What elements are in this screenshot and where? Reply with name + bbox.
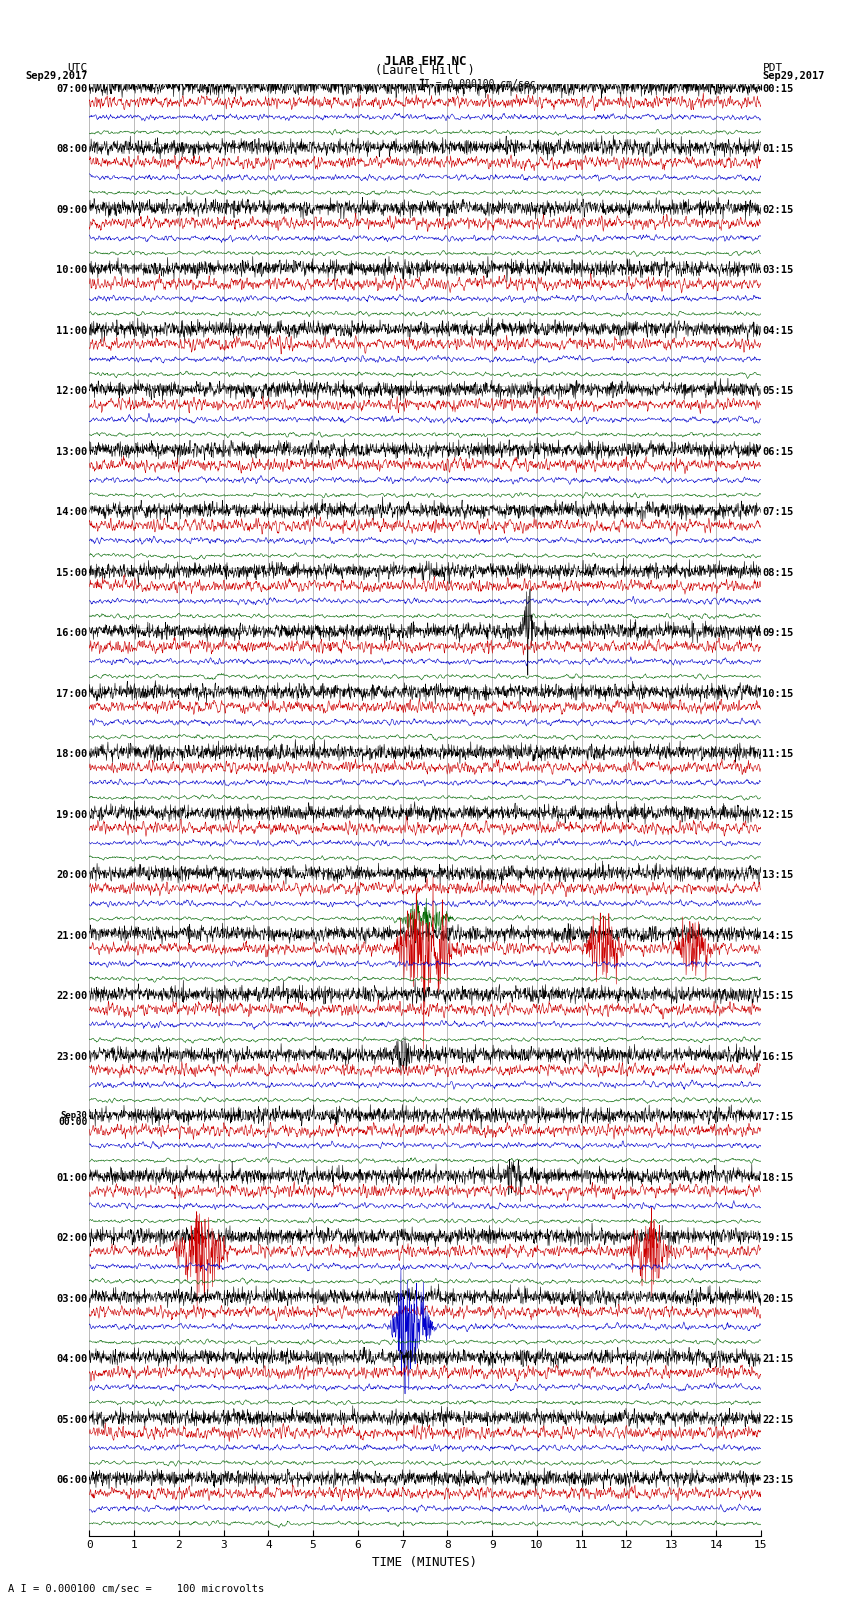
- Text: 12:00: 12:00: [56, 387, 88, 397]
- Text: A I = 0.000100 cm/sec =    100 microvolts: A I = 0.000100 cm/sec = 100 microvolts: [8, 1584, 264, 1594]
- Text: 12:15: 12:15: [762, 810, 794, 819]
- Text: 08:00: 08:00: [56, 145, 88, 155]
- Text: 21:15: 21:15: [762, 1355, 794, 1365]
- Text: 06:00: 06:00: [56, 1476, 88, 1486]
- Text: 23:15: 23:15: [762, 1476, 794, 1486]
- Text: 16:15: 16:15: [762, 1052, 794, 1061]
- Text: 19:00: 19:00: [56, 810, 88, 819]
- Text: 18:15: 18:15: [762, 1173, 794, 1182]
- Text: 11:00: 11:00: [56, 326, 88, 336]
- Text: I = 0.000100 cm/sec: I = 0.000100 cm/sec: [424, 79, 536, 89]
- Text: 10:15: 10:15: [762, 689, 794, 698]
- Text: 03:15: 03:15: [762, 266, 794, 276]
- Text: 04:00: 04:00: [56, 1355, 88, 1365]
- Text: 17:00: 17:00: [56, 689, 88, 698]
- Text: 11:15: 11:15: [762, 748, 794, 760]
- Text: 13:15: 13:15: [762, 871, 794, 881]
- Text: 05:00: 05:00: [56, 1415, 88, 1424]
- Text: 02:00: 02:00: [56, 1232, 88, 1244]
- Text: 18:00: 18:00: [56, 748, 88, 760]
- Text: Sep29,2017: Sep29,2017: [762, 71, 825, 81]
- Text: 15:00: 15:00: [56, 568, 88, 577]
- Text: JLAB EHZ NC: JLAB EHZ NC: [383, 55, 467, 68]
- Text: 13:00: 13:00: [56, 447, 88, 456]
- Text: UTC: UTC: [67, 63, 88, 73]
- Text: 07:00: 07:00: [56, 84, 88, 94]
- Text: 10:00: 10:00: [56, 266, 88, 276]
- Text: 05:15: 05:15: [762, 387, 794, 397]
- Text: 14:15: 14:15: [762, 931, 794, 940]
- X-axis label: TIME (MINUTES): TIME (MINUTES): [372, 1557, 478, 1569]
- Text: 00:00: 00:00: [58, 1118, 88, 1127]
- Text: 23:00: 23:00: [56, 1052, 88, 1061]
- Text: 22:00: 22:00: [56, 990, 88, 1002]
- Text: 07:15: 07:15: [762, 508, 794, 518]
- Text: 14:00: 14:00: [56, 508, 88, 518]
- Text: 20:15: 20:15: [762, 1294, 794, 1303]
- Text: 01:15: 01:15: [762, 145, 794, 155]
- Text: Sep29,2017: Sep29,2017: [25, 71, 88, 81]
- Text: 17:15: 17:15: [762, 1113, 794, 1123]
- Text: 01:00: 01:00: [56, 1173, 88, 1182]
- Text: 22:15: 22:15: [762, 1415, 794, 1424]
- Text: 04:15: 04:15: [762, 326, 794, 336]
- Text: 06:15: 06:15: [762, 447, 794, 456]
- Text: PDT: PDT: [762, 63, 783, 73]
- Text: 16:00: 16:00: [56, 627, 88, 639]
- Text: 00:15: 00:15: [762, 84, 794, 94]
- Text: 03:00: 03:00: [56, 1294, 88, 1303]
- Text: 19:15: 19:15: [762, 1232, 794, 1244]
- Text: 21:00: 21:00: [56, 931, 88, 940]
- Text: 15:15: 15:15: [762, 990, 794, 1002]
- Text: Sep30: Sep30: [60, 1111, 88, 1119]
- Text: 08:15: 08:15: [762, 568, 794, 577]
- Text: 09:00: 09:00: [56, 205, 88, 215]
- Text: (Laurel Hill ): (Laurel Hill ): [375, 65, 475, 77]
- Text: 20:00: 20:00: [56, 871, 88, 881]
- Text: 02:15: 02:15: [762, 205, 794, 215]
- Text: 09:15: 09:15: [762, 627, 794, 639]
